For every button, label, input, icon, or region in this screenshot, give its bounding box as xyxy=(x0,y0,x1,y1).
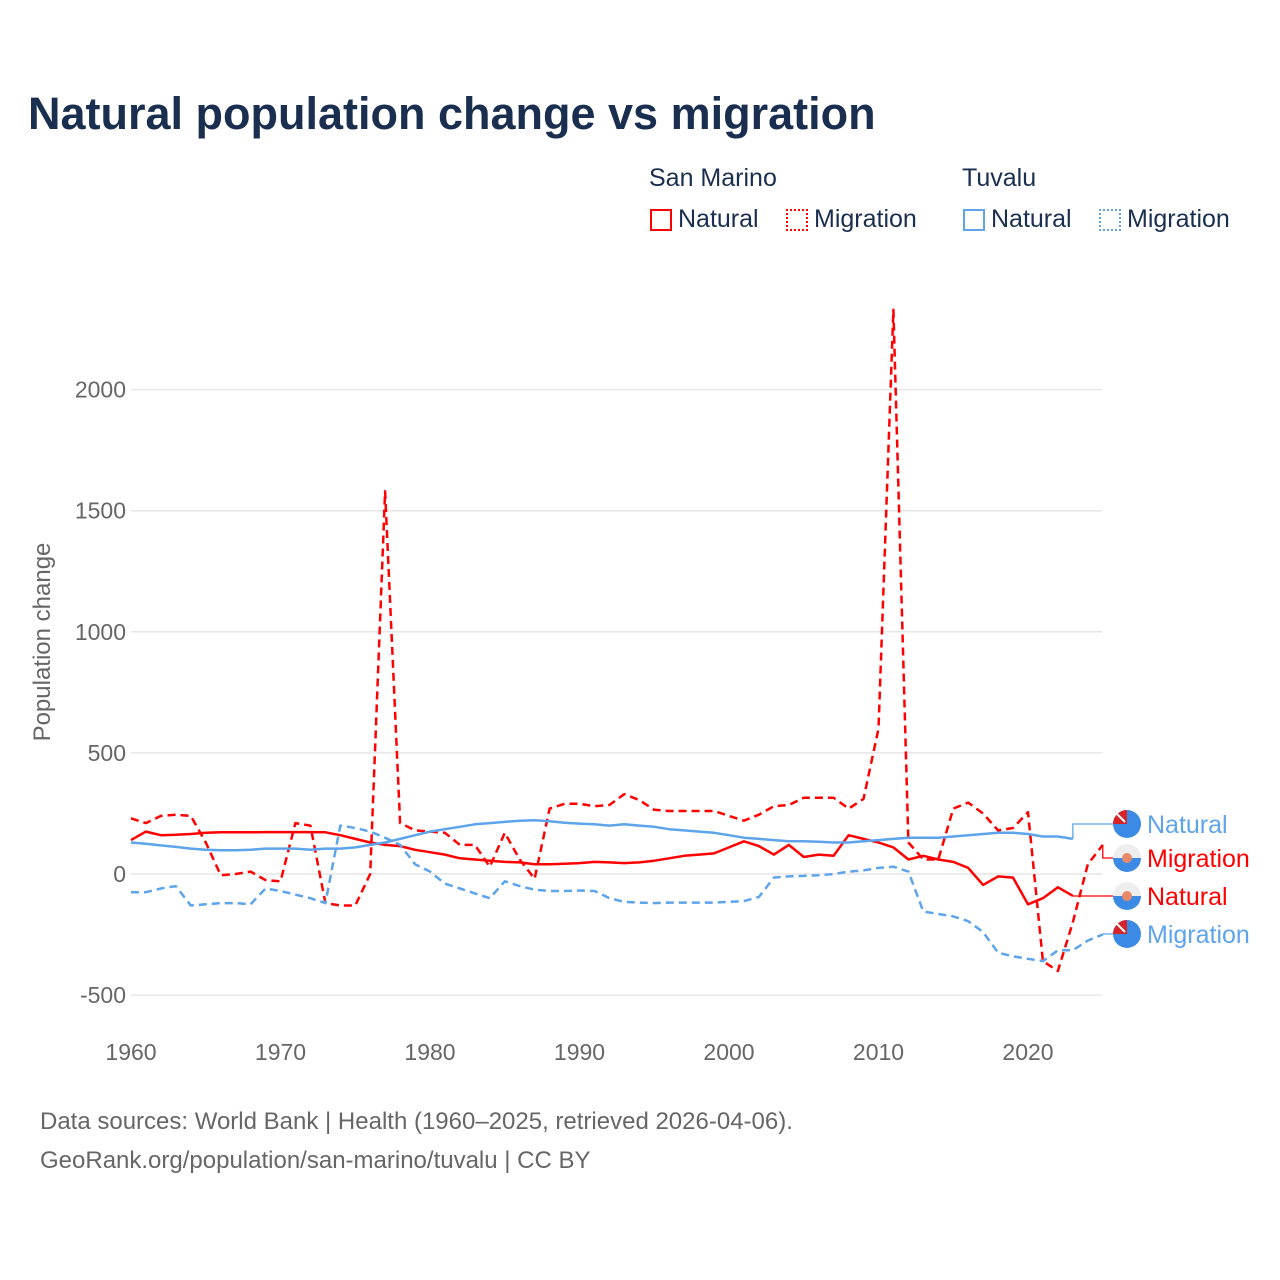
x-tick-label: 2020 xyxy=(1002,1039,1053,1065)
y-tick-label: 500 xyxy=(88,740,126,766)
label-connector xyxy=(1072,823,1113,839)
y-tick-label: 1500 xyxy=(75,498,126,524)
series-line-san-marino-migration xyxy=(130,308,1104,973)
legend-label: Migration xyxy=(1127,205,1230,233)
y-tick-label: 0 xyxy=(113,861,126,887)
legend-group-san-marino: San Marino xyxy=(649,164,777,192)
san-marino-flag-icon xyxy=(1113,844,1141,872)
tuvalu-flag-icon xyxy=(1113,810,1141,838)
flag-lower xyxy=(1113,858,1141,872)
legend-tuvalu-migration[interactable]: Migration xyxy=(1099,205,1230,234)
series-end-label: Natural xyxy=(1147,811,1228,839)
y-tick-label: -500 xyxy=(80,982,126,1008)
x-tick-label: 2010 xyxy=(853,1039,904,1065)
label-connector xyxy=(1102,933,1113,935)
y-tick-label: 1000 xyxy=(75,619,126,645)
y-axis-label: Population change xyxy=(29,543,56,742)
legend-tuvalu-natural[interactable]: Natural xyxy=(963,205,1072,234)
x-tick-label: 2000 xyxy=(703,1039,754,1065)
series-line-tuvalu-natural xyxy=(130,818,1073,852)
x-tick-label: 1960 xyxy=(105,1039,156,1065)
x-tick-label: 1970 xyxy=(255,1039,306,1065)
x-tick-label: 1990 xyxy=(554,1039,605,1065)
legend-label: Natural xyxy=(991,205,1072,233)
flag-cross xyxy=(1116,923,1126,933)
series-end-label: Natural xyxy=(1147,883,1228,911)
legend-label: Natural xyxy=(678,205,759,233)
legend-label: Migration xyxy=(814,205,917,233)
footer-link[interactable]: GeoRank.org/population/san-marino/tuvalu… xyxy=(40,1147,591,1174)
tuvalu-flag-icon xyxy=(1113,920,1141,948)
legend-swatch-dotted xyxy=(1099,208,1121,231)
legend-group-tuvalu: Tuvalu xyxy=(962,164,1037,192)
chart-title: Natural population change vs migration xyxy=(28,88,876,139)
flag-cross xyxy=(1116,813,1126,823)
legend-san-marino-natural[interactable]: Natural xyxy=(650,205,759,234)
legend-swatch-solid xyxy=(963,208,985,231)
x-tick-label: 1980 xyxy=(404,1039,455,1065)
legend-swatch-solid xyxy=(650,208,672,231)
flag-lower xyxy=(1113,896,1141,910)
y-tick-label: 2000 xyxy=(75,377,126,403)
series-end-label: Migration xyxy=(1147,921,1250,949)
flag-emblem xyxy=(1122,853,1132,863)
san-marino-flag-icon xyxy=(1113,882,1141,910)
flag-emblem xyxy=(1122,891,1132,901)
legend-swatch-dotted xyxy=(786,208,808,231)
series-end-label: Migration xyxy=(1147,845,1250,873)
series-line-tuvalu-migration xyxy=(131,824,1104,963)
legend-san-marino-migration[interactable]: Migration xyxy=(786,205,917,234)
label-connector xyxy=(1102,844,1113,859)
footer-sources: Data sources: World Bank | Health (1960–… xyxy=(40,1108,793,1135)
series-line-san-marino-natural xyxy=(130,830,1074,906)
